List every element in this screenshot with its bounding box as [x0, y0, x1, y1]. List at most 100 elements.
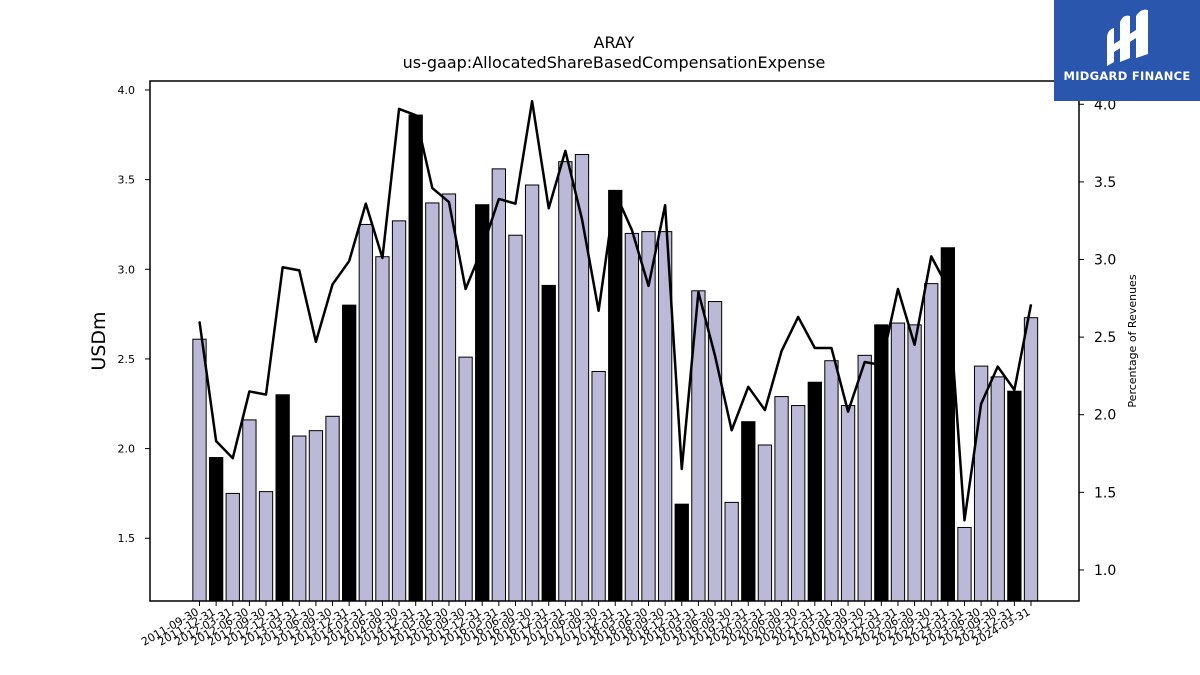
bar-2016-12-31: [541, 284, 556, 602]
bar-2021-09-30: [857, 354, 872, 602]
line-point-2012-03-31: [232, 457, 234, 459]
y-tick-label: 3.5: [118, 174, 136, 187]
bar-2020-12-31: [807, 381, 822, 602]
bar-2017-12-31: [608, 189, 623, 602]
line-point-2017-03-31: [564, 150, 566, 152]
line-point-2015-12-31: [481, 248, 483, 250]
line-point-2015-09-30: [465, 288, 467, 290]
y2-tick-label: 3.0: [1094, 253, 1116, 269]
line-point-2011-09-30: [199, 321, 200, 323]
y-axis-left: 1.5 2.0 2.5 3.0 3.5 4.0: [118, 84, 150, 545]
bar-2012-03-31: [225, 492, 240, 602]
bar-2020-03-31: [757, 444, 773, 602]
line-point-2021-12-31: [880, 364, 882, 366]
bar-2013-03-31: [292, 435, 307, 602]
bar-2020-09-30: [791, 405, 806, 602]
bar-2016-06-30: [508, 234, 523, 602]
y-tick-label: 2.0: [118, 443, 136, 456]
line-point-2021-03-31: [830, 347, 832, 349]
line-group: [198, 99, 1033, 522]
line-point-2019-09-30: [731, 429, 733, 431]
line-point-2017-06-30: [581, 218, 583, 220]
y-tick-label: 2.5: [118, 353, 136, 366]
chart-subtitle: us-gaap:AllocatedShareBasedCompensationE…: [403, 53, 826, 72]
line-point-2023-06-30: [980, 403, 982, 405]
line-point-2022-06-30: [914, 344, 916, 346]
line-point-2015-03-31: [431, 187, 433, 189]
line-point-2022-09-30: [930, 255, 932, 257]
line-point-2020-12-31: [814, 347, 816, 349]
bar-2017-03-31: [558, 161, 573, 602]
line-point-2017-09-30: [598, 310, 600, 312]
y2-tick-label: 3.5: [1094, 175, 1116, 191]
bar-2014-12-31: [408, 114, 423, 602]
bar-2023-12-31: [1007, 390, 1022, 602]
line-point-2016-03-31: [498, 198, 500, 200]
y-axis-label: USDm: [88, 311, 110, 370]
bar-2015-03-31: [425, 202, 440, 602]
bar-2015-09-30: [458, 356, 473, 602]
line-point-2013-06-30: [315, 341, 317, 343]
line-point-2014-12-31: [415, 114, 417, 116]
line-point-2016-06-30: [514, 203, 516, 205]
y2-tick-label: 4.0: [1094, 97, 1116, 113]
bar-2023-03-31: [957, 526, 972, 602]
line-point-2021-09-30: [864, 361, 866, 363]
line-point-2014-03-31: [365, 203, 367, 205]
bar-2018-03-31: [624, 232, 640, 602]
bar-2013-12-31: [342, 304, 357, 602]
y2-tick-label: 1.5: [1094, 485, 1116, 501]
line-point-2016-09-30: [531, 100, 533, 102]
line-point-2018-12-31: [681, 468, 683, 470]
chart-title: ARAY: [594, 33, 635, 52]
line-point-2022-03-31: [897, 288, 899, 290]
line-point-2023-09-30: [997, 366, 999, 368]
y-tick-label: 3.0: [118, 263, 136, 276]
bar-2022-06-30: [907, 324, 922, 602]
bar-2022-03-31: [890, 322, 906, 602]
logo-text: MIDGARD FINANCE: [1063, 69, 1191, 83]
y2-tick-label: 2.5: [1094, 330, 1116, 346]
bar-2015-06-30: [441, 193, 457, 602]
y-tick-label: 4.0: [118, 84, 136, 97]
line-point-2017-12-31: [614, 192, 616, 194]
bar-2012-06-30: [242, 419, 257, 602]
bar-2016-09-30: [524, 184, 540, 602]
line-point-2023-03-31: [963, 519, 965, 521]
bar-2012-12-31: [275, 394, 290, 602]
line-point-2021-06-30: [847, 411, 849, 413]
bar-2022-09-30: [924, 283, 939, 602]
bar-2011-12-31: [208, 457, 224, 602]
line-point-2013-12-31: [348, 260, 350, 262]
brand-logo: MIDGARD FINANCE: [1054, 0, 1200, 101]
line-point-2024-03-31: [1030, 304, 1032, 306]
line-point-2014-09-30: [398, 108, 400, 110]
y2-axis-label: Percentage of Revenues: [1126, 274, 1139, 407]
bar-2019-09-30: [724, 501, 739, 602]
line-point-2022-12-31: [947, 286, 949, 288]
bar-2021-06-30: [840, 405, 856, 602]
bar-2019-06-30: [707, 301, 723, 602]
bar-2011-09-30: [192, 338, 207, 602]
y-tick-label: 1.5: [118, 532, 136, 545]
line-point-2020-03-31: [764, 409, 766, 411]
bar-2018-12-31: [674, 503, 689, 602]
bar-2014-03-31: [358, 223, 373, 602]
bar-2017-09-30: [591, 370, 606, 602]
line-point-2019-06-30: [714, 355, 716, 357]
line-point-2023-12-31: [1013, 389, 1015, 391]
bar-2015-12-31: [475, 204, 490, 602]
bar-2013-06-30: [308, 430, 324, 602]
line-point-2018-09-30: [664, 204, 666, 206]
plot-frame: [149, 80, 1080, 602]
line-point-2019-03-31: [697, 291, 699, 293]
y2-tick-label: 2.0: [1094, 408, 1116, 424]
bar-2013-09-30: [325, 415, 340, 602]
bar-2021-03-31: [824, 360, 839, 602]
line-point-2011-12-31: [215, 440, 217, 442]
bar-2024-03-31: [1023, 317, 1039, 602]
line-point-2014-06-30: [381, 257, 383, 259]
line-point-2015-06-30: [448, 201, 450, 203]
line-point-2020-06-30: [781, 350, 783, 352]
